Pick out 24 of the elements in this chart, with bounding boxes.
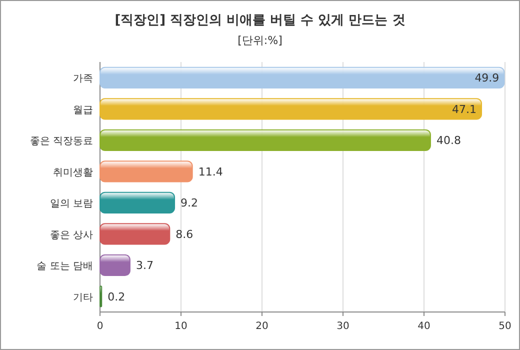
x-tick-label: 10 <box>174 321 188 332</box>
data-label: 11.4 <box>198 165 223 178</box>
y-tick-label: 월급 <box>73 104 93 116</box>
y-tick-label: 일의 보람 <box>50 198 93 210</box>
data-label: 40.8 <box>436 134 461 148</box>
x-tick-label: 30 <box>336 321 350 332</box>
y-tick-label: 술 또는 담배 <box>36 261 93 272</box>
chart-subtitle: [단위:%] <box>238 34 282 47</box>
y-tick-label: 가족 <box>73 74 93 85</box>
x-tick-label: 20 <box>256 321 268 332</box>
x-tick-label: 0 <box>96 321 104 332</box>
data-label: 0.2 <box>108 290 126 304</box>
data-label: 3.7 <box>136 259 154 272</box>
data-label: 9.2 <box>180 196 198 210</box>
data-label: 8.6 <box>176 228 194 241</box>
y-tick-label: 좋은 직장동료 <box>30 136 93 148</box>
y-tick-label: 좋은 상사 <box>50 230 93 241</box>
x-tick-label: 40 <box>418 321 430 332</box>
y-tick-label: 취미생활 <box>53 167 93 178</box>
data-label: 49.9 <box>474 72 500 85</box>
x-tick-label: 50 <box>498 321 512 332</box>
data-label: 47.1 <box>452 102 477 116</box>
y-tick-label: 기타 <box>73 292 93 304</box>
chart-title: [직장인] 직장인의 비애를 버틸 수 있게 만드는 것 <box>114 13 406 28</box>
